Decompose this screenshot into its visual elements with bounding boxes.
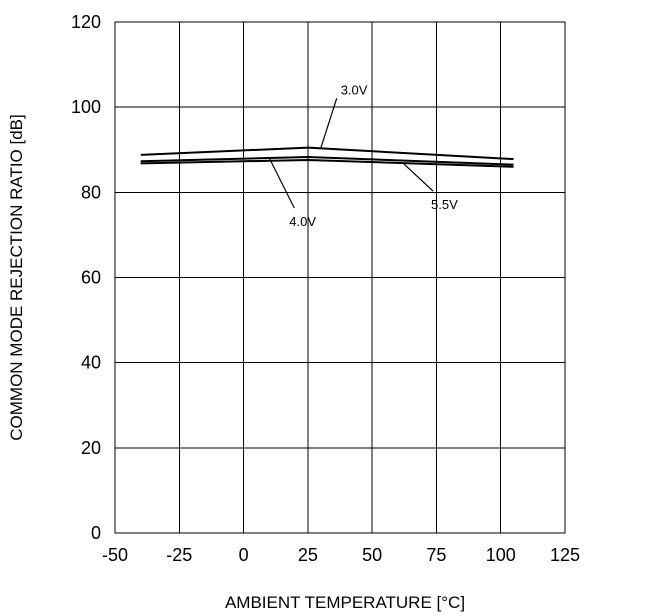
y-tick-label: 100: [71, 97, 101, 117]
x-tick-label: 0: [239, 545, 249, 565]
grid-layer: [115, 22, 565, 533]
x-tick-label: 25: [298, 545, 318, 565]
x-tick-label: 125: [550, 545, 580, 565]
annotation-leader: [402, 162, 434, 192]
tick-label-layer: -50 -25 0 25 50 75 100 125 0 20 40 60 80 100 120: [71, 12, 580, 565]
annotation-label: 4.0V: [289, 214, 316, 229]
series-line-3-0V: [140, 146, 514, 161]
annotation-leader: [268, 157, 295, 209]
y-tick-label: 40: [81, 353, 101, 373]
y-axis-title: COMMON MODE REJECTION RATIO [dB]: [7, 114, 26, 440]
x-tick-label: -25: [166, 545, 192, 565]
x-tick-label: -50: [102, 545, 128, 565]
x-tick-label: 100: [486, 545, 516, 565]
annotation-label: 5.5V: [431, 197, 458, 212]
annotation-leader: [320, 98, 338, 149]
y-tick-label: 80: [81, 182, 101, 202]
x-tick-label: 50: [362, 545, 382, 565]
annotation-layer: 3.0V 4.0V 5.5V: [268, 82, 458, 229]
y-tick-label: 0: [91, 523, 101, 543]
y-tick-label: 120: [71, 12, 101, 32]
plot-frame: [114, 21, 566, 534]
series-layer: [140, 146, 514, 168]
x-tick-label: 75: [426, 545, 446, 565]
x-axis-title: AMBIENT TEMPERATURE [°C]: [225, 593, 465, 612]
annotation-label: 3.0V: [341, 82, 368, 97]
series-line-5-5V: [140, 158, 514, 168]
series-line-4-0V: [140, 155, 514, 166]
y-tick-label: 60: [81, 268, 101, 288]
y-tick-label: 20: [81, 438, 101, 458]
